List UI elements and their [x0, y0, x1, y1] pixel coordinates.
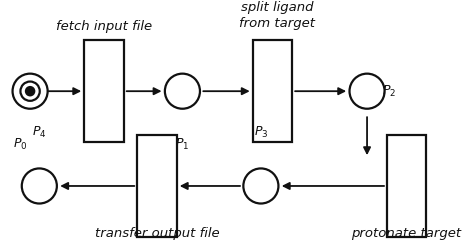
Ellipse shape: [349, 74, 385, 109]
Text: $P_3$: $P_3$: [254, 125, 268, 140]
Text: fetch input file: fetch input file: [56, 20, 152, 33]
Text: protonate target: protonate target: [351, 227, 462, 240]
Bar: [387, 135, 426, 237]
Bar: [253, 40, 292, 142]
Bar: [138, 135, 177, 237]
Text: $P_0$: $P_0$: [13, 137, 27, 152]
Ellipse shape: [22, 168, 57, 204]
Bar: [84, 40, 123, 142]
Text: transfer output file: transfer output file: [95, 227, 219, 240]
Text: split ligand
from target: split ligand from target: [239, 1, 315, 30]
Ellipse shape: [244, 168, 278, 204]
Text: $P_4$: $P_4$: [32, 125, 47, 140]
Ellipse shape: [165, 74, 200, 109]
Ellipse shape: [20, 82, 40, 101]
Ellipse shape: [25, 86, 35, 96]
Text: $P_2$: $P_2$: [382, 84, 396, 99]
Text: $P_1$: $P_1$: [175, 137, 189, 152]
Ellipse shape: [13, 74, 48, 109]
